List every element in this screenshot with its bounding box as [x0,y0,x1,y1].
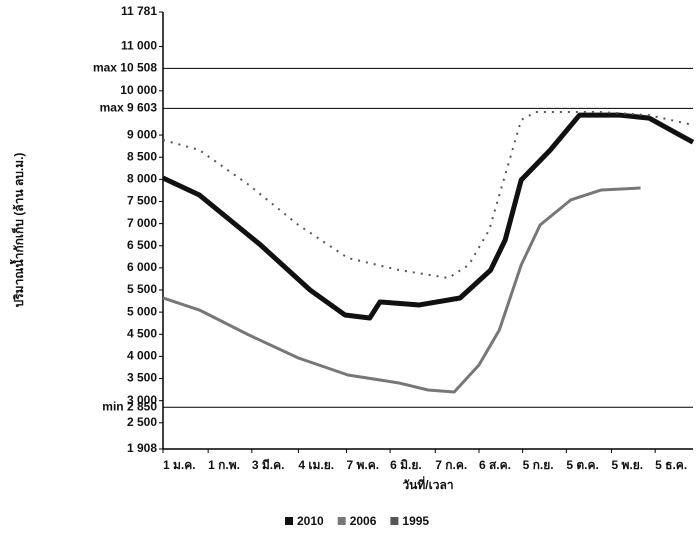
reference-label: min 2 850 [102,399,157,413]
x-tick-label: 6 ส.ค. [479,458,511,472]
legend-swatch [285,517,293,525]
y-tick-label: 11 781 [121,4,157,18]
x-tick-label: 7 พ.ค. [346,458,379,472]
y-tick-label: 7 500 [127,194,157,208]
x-tick-label: 3 มี.ค. [252,458,285,472]
x-tick-label: 5 ต.ค. [566,458,599,472]
y-tick-label: 1 908 [127,441,157,455]
y-tick-label: 5 000 [127,304,157,318]
y-tick-label: 8 000 [127,172,157,186]
x-tick-label: 1 ม.ค. [163,458,196,472]
x-tick-label: 7 ก.ค. [435,458,467,472]
y-axis-title: ปริมาณน้ำกักเก็บ (ล้าน ลบ.ม.) [9,153,26,308]
x-tick-label: 4 เม.ย. [298,458,334,472]
y-tick-label: 4 500 [127,326,157,340]
reference-label: max 10 508 [93,61,157,75]
series-line [162,110,694,279]
y-tick-label: 2 500 [127,415,157,429]
legend-swatch [390,517,399,525]
y-tick-label: 6 500 [127,238,157,252]
y-tick-label: 9 000 [127,127,157,141]
reference-label: max 9 603 [100,101,158,115]
x-tick-label: 5 ธ.ค. [655,458,687,472]
legend-swatch [337,517,346,525]
series-line [161,112,695,321]
legend-label: 1995 [402,514,429,528]
x-tick-label: 5 พ.ย. [611,458,643,472]
y-tick-label: 6 000 [127,260,157,274]
y-tick-label: 3 000 [127,393,157,407]
x-tick-label: 5 ก.ย. [523,458,554,472]
y-tick-label: 7 000 [127,216,157,230]
y-tick-label: 3 500 [127,371,157,385]
legend-label: 2010 [297,514,324,528]
y-tick-label: 5 500 [127,282,157,296]
y-tick-label: 10 000 [120,83,157,97]
y-tick-label: 4 000 [127,349,157,363]
y-tick-label: 11 000 [121,39,157,53]
x-tick-label: 1 ก.พ. [208,458,240,472]
legend-label: 2006 [350,514,377,528]
x-axis-title: วันที่/เวลา [402,476,453,492]
y-tick-label: 8 500 [127,149,157,163]
series-line [162,186,641,394]
x-tick-label: 6 มิ.ย. [390,458,422,472]
